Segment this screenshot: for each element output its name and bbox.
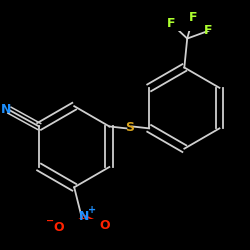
- Text: F: F: [189, 11, 197, 24]
- Text: O: O: [100, 220, 110, 232]
- Text: F: F: [204, 24, 213, 37]
- Text: −: −: [46, 216, 54, 226]
- Text: S: S: [125, 121, 134, 134]
- Text: N: N: [79, 210, 89, 223]
- Text: O: O: [54, 221, 64, 234]
- Text: N: N: [0, 103, 11, 116]
- Text: +: +: [88, 204, 96, 214]
- Text: F: F: [166, 16, 175, 30]
